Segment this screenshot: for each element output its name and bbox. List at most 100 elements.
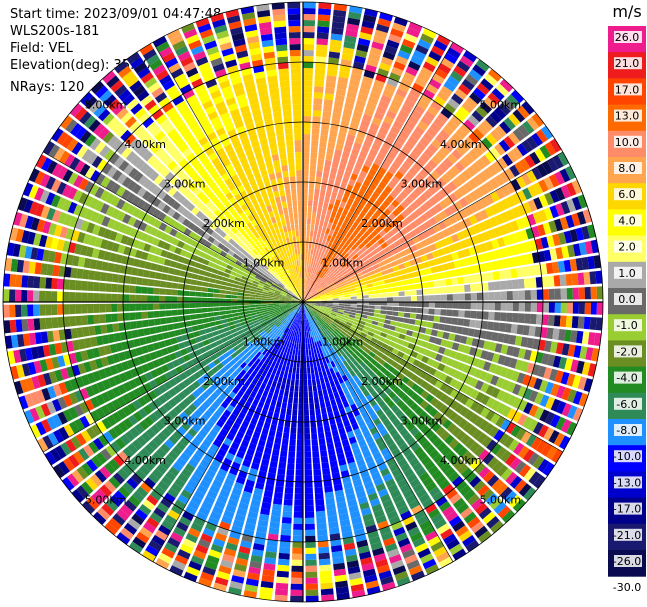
velocity-gate <box>327 327 333 333</box>
velocity-gate <box>467 516 481 529</box>
velocity-gate <box>560 200 571 215</box>
velocity-gate <box>333 244 339 252</box>
velocity-gate <box>324 485 333 493</box>
velocity-gate <box>515 218 525 230</box>
velocity-gate <box>286 408 292 416</box>
velocity-gate <box>476 253 485 263</box>
velocity-gate <box>438 63 452 75</box>
velocity-gate <box>255 306 262 310</box>
velocity-gate <box>307 212 312 219</box>
velocity-gate <box>429 206 438 216</box>
velocity-gate <box>459 335 468 344</box>
velocity-gate <box>328 282 334 287</box>
velocity-gate <box>342 108 353 117</box>
velocity-gate <box>470 302 477 310</box>
velocity-gate <box>372 431 381 441</box>
velocity-gate <box>316 328 321 334</box>
velocity-gate <box>361 314 368 319</box>
velocity-gate <box>320 582 334 590</box>
velocity-gate <box>576 360 585 374</box>
velocity-gate <box>344 246 351 253</box>
velocity-gate <box>308 260 312 267</box>
velocity-gate <box>448 367 457 377</box>
velocity-gate <box>209 278 216 284</box>
velocity-gate <box>520 336 529 348</box>
velocity-gate <box>514 479 527 493</box>
velocity-gate <box>480 407 491 418</box>
velocity-gate <box>330 124 339 132</box>
velocity-gate <box>424 210 433 220</box>
velocity-gate <box>369 90 381 100</box>
velocity-gate <box>327 222 333 229</box>
velocity-gate <box>332 298 339 301</box>
velocity-gate <box>237 292 244 296</box>
velocity-gate <box>383 395 392 404</box>
velocity-gate <box>391 287 399 292</box>
velocity-gate <box>484 262 493 272</box>
velocity-gate <box>533 474 546 489</box>
velocity-gate <box>416 515 429 526</box>
velocity-gate <box>532 338 540 350</box>
velocity-gate <box>333 237 339 245</box>
velocity-gate <box>414 207 424 217</box>
velocity-gate <box>316 510 326 518</box>
velocity-gate <box>428 508 441 519</box>
velocity-gate <box>339 362 346 370</box>
velocity-gate <box>316 164 324 172</box>
velocity-gate <box>494 343 503 353</box>
velocity-gate <box>464 293 471 301</box>
velocity-gate <box>375 257 383 264</box>
velocity-gate <box>329 130 338 138</box>
velocity-gate <box>219 306 226 311</box>
velocity-gate <box>312 122 321 129</box>
velocity-gate <box>354 105 365 114</box>
velocity-gate <box>433 213 443 223</box>
velocity-gate <box>491 239 500 249</box>
velocity-gate <box>345 29 358 38</box>
velocity-gate <box>341 259 348 266</box>
velocity-gate <box>319 271 324 278</box>
velocity-gate <box>366 209 374 218</box>
velocity-gate <box>349 362 356 370</box>
velocity-gate <box>524 290 531 300</box>
velocity-gate <box>173 269 181 276</box>
velocity-gate <box>409 457 420 467</box>
velocity-gate <box>198 269 206 276</box>
velocity-gate <box>368 298 375 302</box>
velocity-gate <box>343 253 350 260</box>
velocity-gate <box>409 220 418 230</box>
velocity-gate <box>336 263 343 270</box>
velocity-gate <box>329 314 336 318</box>
velocity-gate <box>391 66 404 77</box>
velocity-gate <box>277 564 290 572</box>
velocity-gate <box>306 278 309 285</box>
velocity-gate <box>386 194 395 204</box>
velocity-gate <box>282 432 290 440</box>
velocity-gate <box>318 238 323 245</box>
velocity-gate <box>363 358 370 365</box>
velocity-gate <box>484 73 498 87</box>
velocity-gate <box>369 327 376 334</box>
velocity-gate <box>583 316 591 330</box>
velocity-gate <box>377 442 387 451</box>
velocity-gate <box>489 216 499 228</box>
velocity-gate <box>496 389 506 401</box>
velocity-gate <box>309 230 314 237</box>
velocity-gate <box>377 322 385 328</box>
velocity-gate <box>352 343 359 350</box>
velocity-gate <box>465 471 477 484</box>
velocity-gate <box>307 293 312 298</box>
velocity-gate <box>355 216 363 224</box>
velocity-gate <box>389 277 397 283</box>
velocity-gate <box>409 284 417 290</box>
velocity-gate <box>377 18 392 28</box>
velocity-gate <box>479 330 487 339</box>
velocity-gate <box>307 306 312 311</box>
velocity-gate <box>304 475 313 482</box>
velocity-gate <box>458 285 465 293</box>
velocity-gate <box>191 325 199 332</box>
velocity-gate <box>330 33 343 41</box>
velocity-gate <box>401 209 410 218</box>
velocity-gate <box>93 293 100 302</box>
velocity-gate <box>274 406 281 414</box>
